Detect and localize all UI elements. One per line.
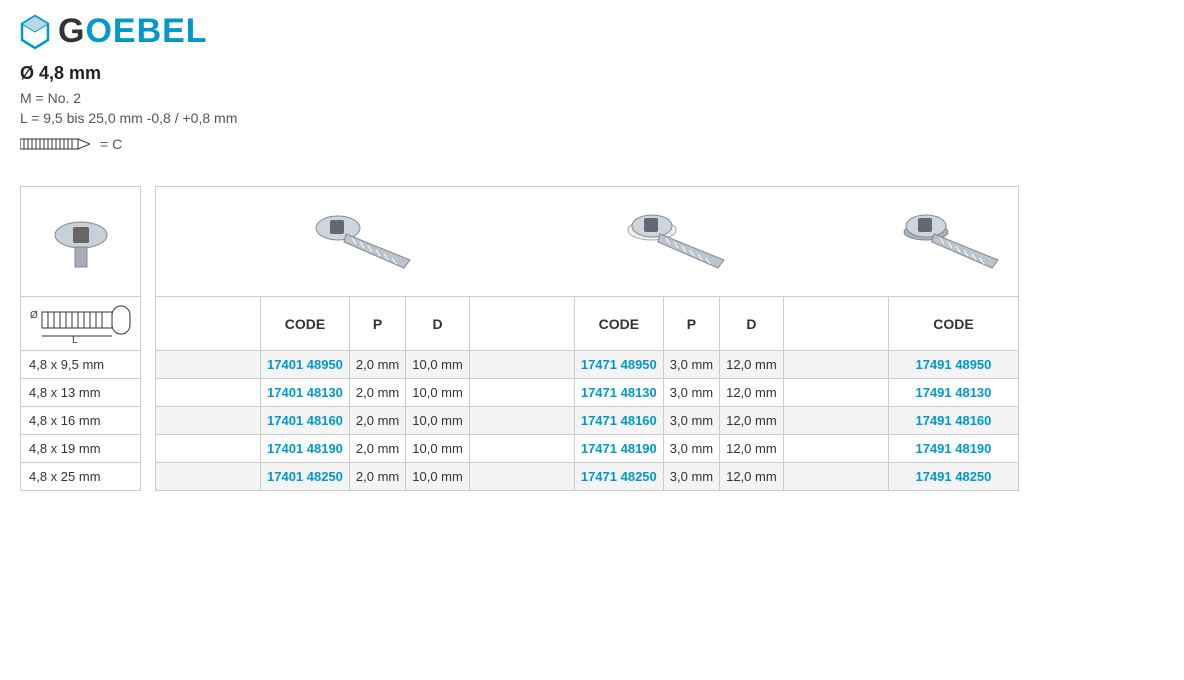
data-table: CODE P D CODE P D CODE 17401 48950 2,0 m… [155, 186, 1019, 491]
spacer [469, 187, 574, 297]
code-cell: 17491 48160 [888, 407, 1019, 435]
cell-spacer [783, 351, 888, 379]
d-cell: 10,0 mm [406, 407, 470, 435]
d-cell: 10,0 mm [406, 463, 470, 491]
dimension-diagram-icon: Ø L [21, 297, 141, 351]
col-p: P [663, 297, 719, 351]
col-code: CODE [574, 297, 663, 351]
cell-spacer [156, 379, 261, 407]
cell-spacer [469, 351, 574, 379]
code-cell: 17471 48950 [574, 351, 663, 379]
screw-variant-2-icon [574, 187, 783, 297]
d-cell: 12,0 mm [720, 351, 784, 379]
cell-spacer [783, 379, 888, 407]
p-cell: 3,0 mm [663, 463, 719, 491]
d-cell: 12,0 mm [720, 407, 784, 435]
col-spacer [783, 297, 888, 351]
col-d: D [406, 297, 470, 351]
cell-spacer [469, 435, 574, 463]
code-cell: 17471 48130 [574, 379, 663, 407]
screw-variant-1-icon [261, 187, 470, 297]
p-cell: 2,0 mm [349, 463, 405, 491]
d-cell: 10,0 mm [406, 351, 470, 379]
thread-row: = C [20, 132, 1164, 156]
header: GOEBEL Ø 4,8 mm M = No. 2 L = 9,5 bis 25… [20, 12, 1164, 156]
cell-spacer [783, 463, 888, 491]
d-cell: 10,0 mm [406, 379, 470, 407]
col-code: CODE [261, 297, 350, 351]
d-cell: 12,0 mm [720, 463, 784, 491]
code-cell: 17401 48950 [261, 351, 350, 379]
svg-text:Ø: Ø [30, 310, 38, 321]
code-cell: 17401 48190 [261, 435, 350, 463]
cell-spacer [156, 463, 261, 491]
code-cell: 17471 48250 [574, 463, 663, 491]
p-cell: 2,0 mm [349, 351, 405, 379]
spec-m: M = No. 2 [20, 90, 1164, 106]
col-spacer [156, 297, 261, 351]
logo-row: GOEBEL [20, 12, 1164, 51]
col-p: P [349, 297, 405, 351]
cell-spacer [783, 407, 888, 435]
code-cell: 17471 48190 [574, 435, 663, 463]
thread-icon [20, 135, 90, 153]
code-cell: 17401 48250 [261, 463, 350, 491]
spacer [156, 187, 261, 297]
cell-spacer [156, 351, 261, 379]
d-cell: 12,0 mm [720, 435, 784, 463]
code-cell: 17401 48160 [261, 407, 350, 435]
p-cell: 3,0 mm [663, 379, 719, 407]
screw-head-icon [21, 187, 141, 297]
cell-spacer [783, 435, 888, 463]
cell-spacer [156, 407, 261, 435]
code-cell: 17491 48190 [888, 435, 1019, 463]
size-cell: 4,8 x 16 mm [21, 407, 141, 435]
hex-icon [20, 15, 50, 49]
p-cell: 2,0 mm [349, 435, 405, 463]
code-cell: 17401 48130 [261, 379, 350, 407]
col-spacer [469, 297, 574, 351]
p-cell: 3,0 mm [663, 435, 719, 463]
cell-spacer [469, 379, 574, 407]
d-cell: 12,0 mm [720, 379, 784, 407]
d-cell: 10,0 mm [406, 435, 470, 463]
size-cell: 4,8 x 9,5 mm [21, 351, 141, 379]
code-cell: 17491 48250 [888, 463, 1019, 491]
size-cell: 4,8 x 13 mm [21, 379, 141, 407]
size-cell: 4,8 x 25 mm [21, 463, 141, 491]
p-cell: 2,0 mm [349, 379, 405, 407]
screw-variant-3-icon [888, 187, 1019, 297]
thread-equals: = C [100, 136, 122, 152]
col-d: D [720, 297, 784, 351]
spacer [783, 187, 888, 297]
p-cell: 3,0 mm [663, 407, 719, 435]
cell-spacer [469, 407, 574, 435]
cell-spacer [469, 463, 574, 491]
size-table: Ø L 4,8 x 9,5 mm 4,8 x 13 mm 4,8 x 16 mm… [20, 186, 141, 491]
tables-area: Ø L 4,8 x 9,5 mm 4,8 x 13 mm 4,8 x 16 mm… [20, 186, 1164, 491]
col-code: CODE [888, 297, 1019, 351]
cell-spacer [156, 435, 261, 463]
spec-l: L = 9,5 bis 25,0 mm -0,8 / +0,8 mm [20, 110, 1164, 126]
size-cell: 4,8 x 19 mm [21, 435, 141, 463]
code-cell: 17471 48160 [574, 407, 663, 435]
code-cell: 17491 48130 [888, 379, 1019, 407]
brand-name: GOEBEL [58, 12, 208, 51]
code-cell: 17491 48950 [888, 351, 1019, 379]
p-cell: 2,0 mm [349, 407, 405, 435]
diameter-title: Ø 4,8 mm [20, 63, 1164, 84]
p-cell: 3,0 mm [663, 351, 719, 379]
svg-text:L: L [72, 335, 78, 344]
